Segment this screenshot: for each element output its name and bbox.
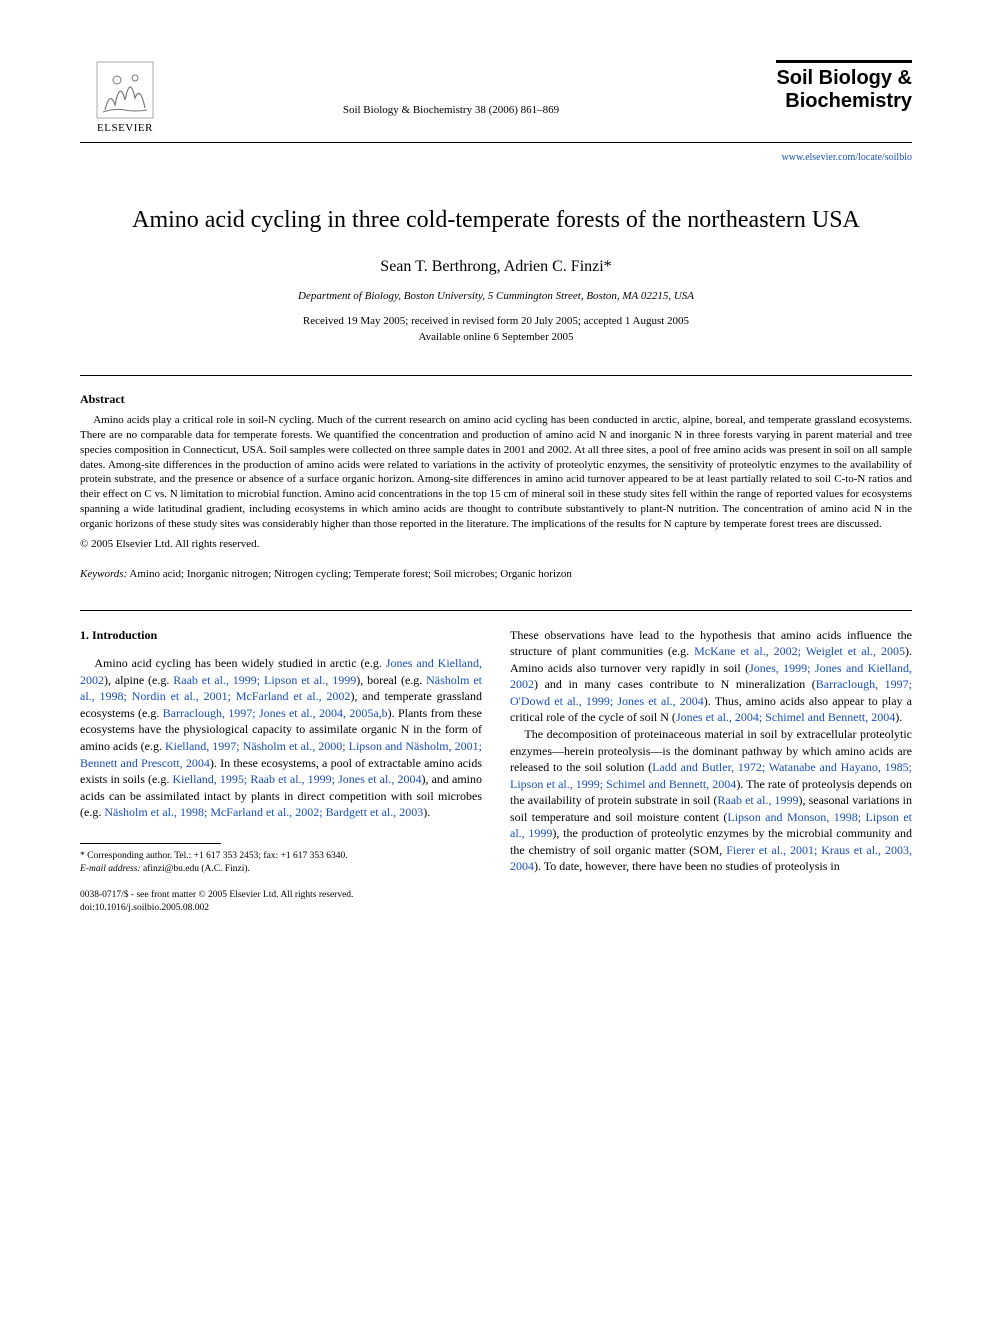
keywords: Keywords: Amino acid; Inorganic nitrogen… bbox=[80, 568, 912, 580]
divider-bottom bbox=[80, 610, 912, 611]
journal-title-block: Soil Biology & Biochemistry bbox=[732, 60, 912, 113]
journal-title-line1: Soil Biology & bbox=[776, 67, 912, 89]
abstract-copyright: © 2005 Elsevier Ltd. All rights reserved… bbox=[80, 538, 912, 550]
corr-author-email: E-mail address: afinzi@bu.edu (A.C. Finz… bbox=[80, 863, 482, 876]
text-run: ). To date, however, there have been no … bbox=[534, 859, 840, 873]
email-address: afinzi@bu.edu (A.C. Finzi). bbox=[141, 864, 250, 874]
footnote-separator bbox=[80, 843, 221, 844]
text-run: ) and in many cases contribute to N mine… bbox=[534, 677, 816, 691]
publisher-name: ELSEVIER bbox=[97, 122, 153, 134]
dates-received: Received 19 May 2005; received in revise… bbox=[303, 315, 689, 327]
footer-row: 0038-0717/$ - see front matter © 2005 El… bbox=[80, 889, 482, 915]
affiliation: Department of Biology, Boston University… bbox=[80, 290, 912, 302]
citation[interactable]: Raab et al., 1999 bbox=[717, 793, 798, 807]
section-1-heading: 1. Introduction bbox=[80, 627, 482, 644]
text-run: ). bbox=[423, 805, 430, 819]
article-dates: Received 19 May 2005; received in revise… bbox=[80, 314, 912, 345]
journal-link[interactable]: www.elsevier.com/locate/soilbio bbox=[782, 152, 912, 163]
citation[interactable]: Näsholm et al., 1998; McFarland et al., … bbox=[104, 805, 423, 819]
citation[interactable]: Kielland, 1995; Raab et al., 1999; Jones… bbox=[172, 772, 421, 786]
text-run: ). bbox=[895, 710, 902, 724]
doi: doi:10.1016/j.soilbio.2005.08.002 bbox=[80, 902, 353, 915]
journal-link-row: www.elsevier.com/locate/soilbio bbox=[80, 147, 912, 165]
corr-author-line: * Corresponding author. Tel.: +1 617 353… bbox=[80, 850, 482, 863]
footer-left: 0038-0717/$ - see front matter © 2005 El… bbox=[80, 889, 353, 915]
front-matter: 0038-0717/$ - see front matter © 2005 El… bbox=[80, 889, 353, 902]
column-left: 1. Introduction Amino acid cycling has b… bbox=[80, 627, 482, 916]
intro-para-2: The decomposition of proteinaceous mater… bbox=[510, 726, 912, 875]
publisher-block: ELSEVIER bbox=[80, 60, 170, 134]
journal-ref-block: Soil Biology & Biochemistry 38 (2006) 86… bbox=[170, 60, 732, 118]
corresponding-author: * Corresponding author. Tel.: +1 617 353… bbox=[80, 850, 482, 876]
journal-ref: Soil Biology & Biochemistry 38 (2006) 86… bbox=[343, 104, 559, 116]
text-run: Amino acid cycling has been widely studi… bbox=[94, 656, 385, 670]
keywords-label: Keywords: bbox=[80, 568, 127, 580]
body-columns: 1. Introduction Amino acid cycling has b… bbox=[80, 627, 912, 916]
column-right: These observations have lead to the hypo… bbox=[510, 627, 912, 916]
abstract-heading: Abstract bbox=[80, 392, 912, 407]
citation[interactable]: Jones et al., 2004; Schimel and Bennett,… bbox=[676, 710, 895, 724]
dates-online: Available online 6 September 2005 bbox=[419, 331, 574, 343]
intro-para-1: Amino acid cycling has been widely studi… bbox=[80, 655, 482, 820]
journal-title: Soil Biology & Biochemistry bbox=[776, 60, 912, 113]
keywords-text: Amino acid; Inorganic nitrogen; Nitrogen… bbox=[127, 568, 572, 580]
article-title: Amino acid cycling in three cold-tempera… bbox=[80, 205, 912, 236]
journal-title-line2: Biochemistry bbox=[785, 90, 912, 112]
elsevier-logo bbox=[95, 60, 155, 120]
authors: Sean T. Berthrong, Adrien C. Finzi* bbox=[80, 258, 912, 276]
text-run: ), boreal (e.g. bbox=[356, 673, 426, 687]
citation[interactable]: Raab et al., 1999; Lipson et al., 1999 bbox=[173, 673, 356, 687]
intro-para-1-cont: These observations have lead to the hypo… bbox=[510, 627, 912, 726]
divider-top bbox=[80, 375, 912, 376]
header-bar: ELSEVIER Soil Biology & Biochemistry 38 … bbox=[80, 60, 912, 143]
text-run: ), alpine (e.g. bbox=[104, 673, 173, 687]
abstract-body: Amino acids play a critical role in soil… bbox=[80, 413, 912, 532]
citation[interactable]: Barraclough, 1997; Jones et al., 2004, 2… bbox=[163, 706, 388, 720]
citation[interactable]: McKane et al., 2002; Weiglet et al., 200… bbox=[694, 644, 905, 658]
email-label: E-mail address: bbox=[80, 864, 141, 874]
